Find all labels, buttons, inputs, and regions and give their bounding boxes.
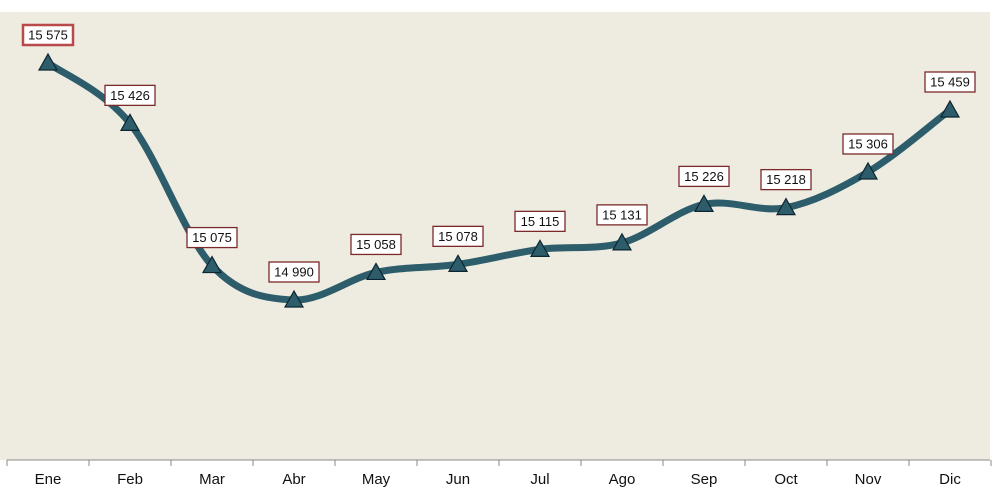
marker <box>283 289 305 308</box>
value-label: 15 306 <box>848 136 888 151</box>
marker <box>693 194 715 212</box>
value-label: 15 426 <box>110 88 150 103</box>
value-label-box <box>432 225 484 247</box>
x-tick-label: Mar <box>199 471 225 488</box>
value-label: 15 575 <box>28 27 68 42</box>
value-label-box <box>678 165 730 188</box>
value-label: 15 058 <box>356 237 396 252</box>
value-label: 15 131 <box>602 207 642 222</box>
value-label-box <box>514 210 566 233</box>
x-tick-label: Ago <box>609 471 636 488</box>
marker <box>939 99 961 118</box>
value-label-box <box>268 261 320 283</box>
value-label-box <box>104 84 156 107</box>
marker <box>447 254 469 272</box>
marker <box>119 113 141 131</box>
marker <box>611 232 633 251</box>
marker <box>857 161 879 180</box>
x-tick-label: Jun <box>446 471 470 488</box>
value-label: 15 459 <box>930 74 970 89</box>
x-tick-label: Oct <box>774 471 798 488</box>
value-label: 15 075 <box>192 230 232 245</box>
value-label-box <box>186 226 238 249</box>
x-tick-label: Jul <box>530 471 549 488</box>
line <box>44 59 954 304</box>
value-label-box <box>924 71 976 93</box>
marker <box>529 239 551 257</box>
value-label: 14 990 <box>274 264 314 279</box>
value-label: 15 115 <box>521 214 560 229</box>
x-tick-label: Feb <box>117 471 143 488</box>
value-label-box <box>596 204 648 226</box>
x-tick-label: Ene <box>35 471 62 488</box>
x-tick-label: Nov <box>855 471 882 488</box>
value-label-box <box>21 23 75 47</box>
x-tick-label: Dic <box>939 471 961 488</box>
value-label-box <box>350 233 402 256</box>
value-label-box <box>760 168 812 191</box>
value-label: 15 078 <box>438 229 478 244</box>
marker <box>365 262 387 281</box>
marker <box>201 255 223 274</box>
x-tick-label: Abr <box>282 471 305 488</box>
marker <box>775 197 797 216</box>
value-label: 15 218 <box>766 172 806 187</box>
x-tick-label: May <box>362 471 391 488</box>
plot-background <box>0 12 990 460</box>
x-tick-label: Sep <box>691 471 718 488</box>
value-label-box <box>842 133 894 155</box>
value-label: 15 226 <box>684 169 724 184</box>
marker <box>37 52 59 71</box>
